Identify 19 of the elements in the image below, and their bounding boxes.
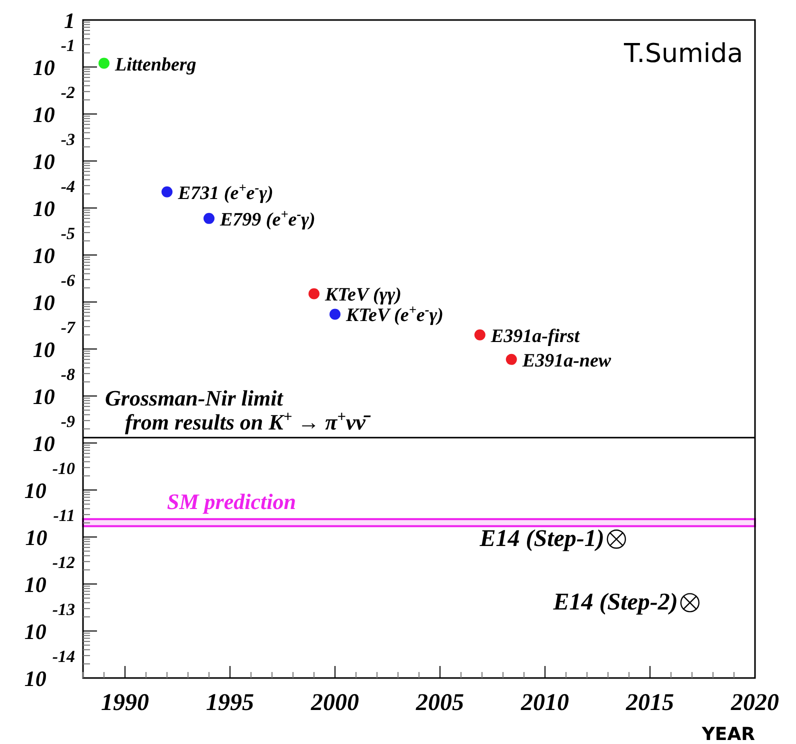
series-label: E731 (e$^{+}$e$^{-}$γ) bbox=[177, 179, 274, 204]
x-tick-label: 1995 bbox=[206, 690, 254, 716]
series-label: E391a-new bbox=[521, 350, 612, 372]
series-label: E391a-first bbox=[490, 326, 580, 347]
x-tick-label: 2015 bbox=[625, 690, 674, 716]
x-tick-label: 2010 bbox=[520, 690, 569, 716]
series-label: E14 (Step-1) bbox=[478, 526, 604, 552]
series-label: Littenberg bbox=[114, 54, 196, 76]
x-axis-title: YEAR bbox=[700, 724, 756, 744]
y-tick-label: 1 bbox=[64, 8, 75, 33]
x-tick-label: 2000 bbox=[310, 690, 359, 716]
band-label: SM prediction bbox=[167, 489, 296, 514]
x-tick-label: 2020 bbox=[730, 690, 779, 716]
ref-line-label: Grossman-Nir limit from results on K$^{+}$ → π$^{+}$νν̄ bbox=[105, 386, 372, 435]
series-label: E14 (Step-2) bbox=[552, 590, 678, 616]
x-tick-label: 2005 bbox=[415, 690, 464, 716]
x-tick-label: 1990 bbox=[101, 690, 149, 716]
series-label: E799 (e$^{+}$e$^{-}$γ) bbox=[219, 206, 316, 230]
annotation: T.Sumida bbox=[622, 39, 743, 69]
